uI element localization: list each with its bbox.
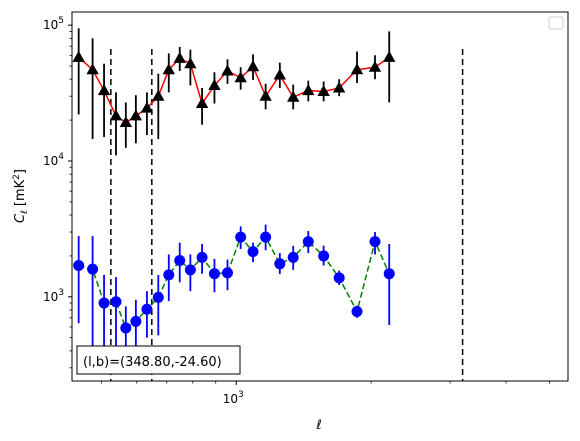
series-1-point: [162, 63, 175, 75]
series-2-point: [130, 315, 142, 327]
series-1-point: [273, 68, 286, 80]
axes: 103 104 105 103: [43, 16, 550, 406]
series-1-point: [368, 60, 382, 72]
y-axis-label: Cℓ [mK2]: [12, 169, 30, 223]
series-2-point: [120, 322, 132, 334]
series-1-point: [173, 51, 186, 63]
series-1-point: [208, 78, 221, 90]
series-1-point: [140, 101, 154, 113]
series-1-point: [246, 60, 260, 72]
series-2-point: [73, 260, 85, 272]
series-2-point: [110, 296, 122, 308]
series-2-point: [274, 258, 286, 270]
y-tick-label: 104: [43, 152, 64, 168]
series-2-point: [208, 268, 220, 280]
series-1-point: [234, 71, 247, 83]
series-2-point: [174, 255, 186, 267]
series-1-point: [109, 109, 123, 121]
series-2-point: [152, 291, 164, 303]
series-2-point: [383, 268, 395, 280]
series-1-point: [86, 63, 99, 75]
series-2-point: [333, 272, 345, 284]
series-2-point: [287, 251, 299, 263]
series-1-point: [97, 84, 111, 96]
annotation-text: (l,b)=(348.80,-24.60): [83, 355, 222, 370]
annotation-box: [76, 345, 241, 375]
series-1-point: [383, 50, 396, 62]
series-1-point: [119, 116, 132, 128]
series-1-point: [287, 90, 300, 102]
series-1-point: [302, 84, 315, 96]
plot-area: [72, 28, 464, 381]
series-2-point: [247, 246, 259, 258]
series-2-point: [369, 236, 381, 248]
series-2-point: [87, 263, 99, 275]
series-2-point: [221, 267, 233, 279]
x-tick-label: 103: [223, 390, 244, 406]
series-2-point: [141, 303, 153, 315]
y-tick-label: 105: [43, 16, 64, 32]
y-tick-label: 103: [43, 288, 64, 304]
series-2-point: [163, 269, 175, 281]
series-2-point: [196, 251, 208, 263]
series-2-point: [98, 297, 110, 309]
series-2-point: [184, 264, 196, 276]
series-2-point: [260, 231, 272, 243]
series-1-point: [259, 89, 272, 101]
series-1-point: [221, 64, 234, 76]
series-2-point: [351, 305, 363, 317]
series-2: [73, 224, 395, 361]
plot-frame: [71, 11, 569, 382]
series-1-point: [195, 97, 209, 109]
series-2-point: [318, 250, 330, 262]
series-1-point: [332, 81, 346, 93]
series-1-point: [129, 109, 143, 121]
x-axis-label: ℓ: [315, 418, 321, 433]
series-1: [72, 28, 396, 156]
series-1-point: [350, 63, 364, 75]
series-2-point: [302, 236, 314, 248]
series-2-point: [235, 231, 247, 243]
legend-box: [548, 16, 564, 30]
series-1-point: [184, 57, 197, 69]
series-1-point: [152, 89, 165, 101]
series-1-point: [317, 84, 330, 97]
series-1-point: [72, 50, 85, 62]
